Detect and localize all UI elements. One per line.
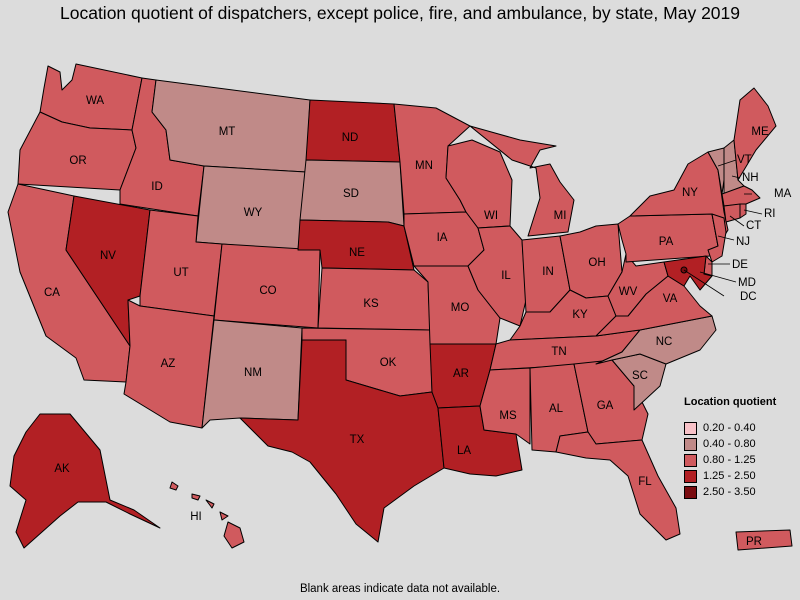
label-OK: OK bbox=[380, 357, 397, 369]
label-NM: NM bbox=[244, 367, 262, 379]
state-NC[interactable] bbox=[595, 315, 717, 365]
state-RI[interactable] bbox=[739, 203, 747, 219]
label-AR: AR bbox=[453, 368, 469, 380]
legend-swatch bbox=[684, 469, 697, 483]
label-MI: MI bbox=[554, 210, 567, 222]
label-MO: MO bbox=[451, 302, 470, 314]
label-VT: VT bbox=[737, 154, 752, 166]
label-PR: PR bbox=[746, 536, 762, 548]
label-AL: AL bbox=[549, 403, 564, 415]
label-MA: MA bbox=[774, 188, 792, 200]
label-IA: IA bbox=[437, 232, 448, 244]
leader-RI bbox=[743, 209, 763, 215]
label-WY: WY bbox=[244, 207, 263, 219]
label-UT: UT bbox=[173, 267, 188, 279]
leader-DC bbox=[683, 269, 725, 297]
label-KS: KS bbox=[363, 298, 379, 310]
leader-MD bbox=[699, 271, 737, 283]
label-LA: LA bbox=[457, 445, 471, 457]
label-IL: IL bbox=[501, 270, 511, 282]
label-ID: ID bbox=[151, 181, 163, 193]
label-RI: RI bbox=[764, 208, 776, 220]
label-MN: MN bbox=[415, 160, 433, 172]
leader-NJ bbox=[717, 235, 735, 241]
footnote: Blank areas indicate data not available. bbox=[299, 583, 501, 595]
label-KY: KY bbox=[572, 309, 588, 321]
label-MS: MS bbox=[499, 410, 517, 422]
label-WV: WV bbox=[619, 286, 638, 298]
legend-item: 1.25 - 2.50 bbox=[684, 468, 796, 484]
state-NJ[interactable] bbox=[707, 213, 727, 263]
label-NJ: NJ bbox=[736, 236, 750, 248]
state-TX[interactable] bbox=[239, 339, 445, 543]
legend-swatch bbox=[684, 421, 697, 435]
label-DC: DC bbox=[740, 291, 757, 303]
label-MT: MT bbox=[219, 126, 236, 138]
label-NC: NC bbox=[656, 336, 673, 348]
label-HI: HI bbox=[190, 511, 202, 523]
label-OR: OR bbox=[69, 155, 86, 167]
state-ND[interactable] bbox=[305, 99, 401, 163]
legend-label: 1.25 - 2.50 bbox=[703, 470, 756, 482]
map-legend: Location quotient 0.20 - 0.40 0.40 - 0.8… bbox=[684, 396, 796, 500]
label-NH: NH bbox=[742, 172, 759, 184]
label-TX: TX bbox=[350, 434, 365, 446]
label-AZ: AZ bbox=[161, 358, 176, 370]
label-SC: SC bbox=[632, 370, 648, 382]
legend-swatch bbox=[684, 453, 697, 467]
label-NV: NV bbox=[100, 250, 116, 262]
label-AK: AK bbox=[54, 463, 70, 475]
legend-swatch bbox=[684, 485, 697, 499]
label-DE: DE bbox=[732, 259, 748, 271]
state-VT[interactable] bbox=[707, 147, 725, 195]
state-PR[interactable] bbox=[735, 529, 793, 551]
label-CO: CO bbox=[259, 285, 276, 297]
state-ME[interactable] bbox=[733, 87, 777, 181]
legend-label: 0.80 - 1.25 bbox=[703, 454, 756, 466]
label-FL: FL bbox=[638, 476, 652, 488]
label-CA: CA bbox=[44, 287, 60, 299]
label-WI: WI bbox=[484, 210, 498, 222]
state-AK[interactable] bbox=[9, 413, 161, 549]
label-TN: TN bbox=[551, 346, 566, 358]
legend-item: 0.40 - 0.80 bbox=[684, 436, 796, 452]
map-title: Location quotient of dispatchers, except… bbox=[60, 3, 740, 23]
legend-item: 0.20 - 0.40 bbox=[684, 420, 796, 436]
label-PA: PA bbox=[659, 236, 674, 248]
legend-label: 0.20 - 0.40 bbox=[703, 422, 756, 434]
legend-title: Location quotient bbox=[684, 396, 777, 408]
label-VA: VA bbox=[663, 293, 678, 305]
legend-item: 2.50 - 3.50 bbox=[684, 484, 796, 500]
legend-label: 2.50 - 3.50 bbox=[703, 486, 756, 498]
state-FL[interactable] bbox=[555, 431, 681, 541]
state-HI[interactable] bbox=[169, 481, 245, 549]
leader-CT bbox=[729, 215, 745, 227]
label-ME: ME bbox=[751, 126, 769, 138]
label-IN: IN bbox=[542, 266, 554, 278]
label-GA: GA bbox=[597, 400, 614, 412]
label-NE: NE bbox=[349, 247, 365, 259]
label-NY: NY bbox=[682, 187, 698, 199]
state-IL[interactable] bbox=[467, 225, 527, 327]
legend-item: 0.80 - 1.25 bbox=[684, 452, 796, 468]
label-WA: WA bbox=[86, 95, 104, 107]
state-CT[interactable] bbox=[723, 203, 741, 223]
label-SD: SD bbox=[343, 188, 359, 200]
state-MI[interactable] bbox=[469, 125, 575, 237]
label-MD: MD bbox=[738, 277, 756, 289]
leader-NH bbox=[731, 175, 741, 179]
label-CT: CT bbox=[746, 220, 761, 232]
label-ND: ND bbox=[342, 132, 359, 144]
legend-swatch bbox=[684, 437, 697, 451]
label-OH: OH bbox=[588, 257, 605, 269]
leader-VT bbox=[717, 159, 737, 167]
legend-label: 0.40 - 0.80 bbox=[703, 438, 756, 450]
